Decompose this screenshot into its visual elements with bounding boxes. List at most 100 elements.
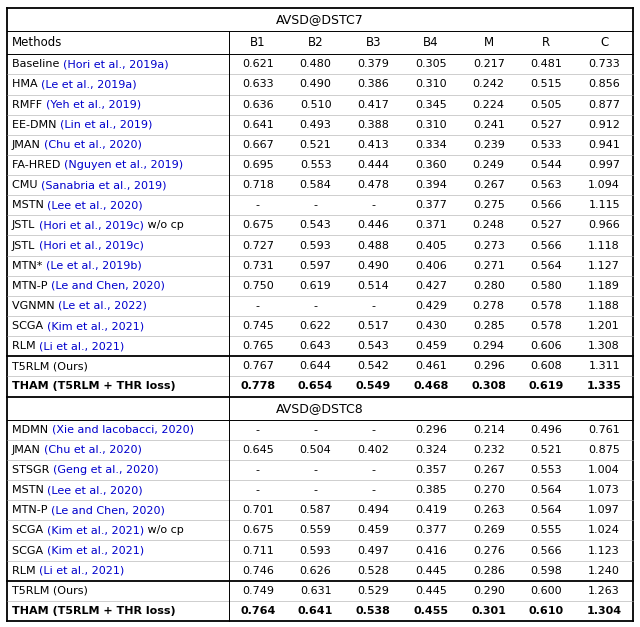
Text: 0.555: 0.555 (531, 525, 563, 535)
Text: 0.941: 0.941 (588, 140, 620, 150)
Text: -: - (256, 485, 260, 495)
Text: 0.633: 0.633 (242, 80, 274, 90)
Text: 0.564: 0.564 (531, 485, 563, 495)
Text: 0.481: 0.481 (531, 60, 563, 70)
Text: MSTN: MSTN (12, 200, 47, 210)
Text: 0.641: 0.641 (242, 120, 274, 130)
Text: THAM (T5RLM + THR loss): THAM (T5RLM + THR loss) (12, 606, 175, 616)
Text: (Lee et al., 2020): (Lee et al., 2020) (47, 485, 143, 495)
Text: 0.310: 0.310 (415, 120, 447, 130)
Text: 0.521: 0.521 (531, 445, 563, 455)
Text: B2: B2 (308, 36, 323, 50)
Text: 0.746: 0.746 (242, 566, 274, 576)
Text: 1.304: 1.304 (587, 606, 621, 616)
Text: 1.094: 1.094 (588, 180, 620, 190)
Text: 0.597: 0.597 (300, 261, 332, 271)
Text: 1.097: 1.097 (588, 505, 620, 515)
Text: 0.695: 0.695 (242, 160, 274, 170)
Text: (Geng et al., 2020): (Geng et al., 2020) (53, 465, 159, 475)
Text: 0.533: 0.533 (531, 140, 563, 150)
Text: T5RLM (Ours): T5RLM (Ours) (12, 361, 88, 371)
Text: 0.468: 0.468 (413, 381, 449, 391)
Text: 0.521: 0.521 (300, 140, 332, 150)
Text: 0.997: 0.997 (588, 160, 620, 170)
Text: JSTL: JSTL (12, 221, 39, 230)
Text: 1.263: 1.263 (588, 586, 620, 596)
Text: 0.608: 0.608 (531, 361, 563, 371)
Text: 0.459: 0.459 (415, 341, 447, 351)
Text: (Chu et al., 2020): (Chu et al., 2020) (44, 445, 142, 455)
Text: 1.188: 1.188 (588, 301, 620, 311)
Text: 0.600: 0.600 (531, 586, 563, 596)
Text: 0.527: 0.527 (531, 221, 563, 230)
Text: 0.490: 0.490 (300, 80, 332, 90)
Text: MTN*: MTN* (12, 261, 46, 271)
Text: (Le and Chen, 2020): (Le and Chen, 2020) (51, 281, 165, 291)
Text: 1.240: 1.240 (588, 566, 620, 576)
Text: 0.490: 0.490 (357, 261, 389, 271)
Text: 0.515: 0.515 (531, 80, 563, 90)
Text: 0.856: 0.856 (588, 80, 620, 90)
Text: 0.584: 0.584 (300, 180, 332, 190)
Text: 0.598: 0.598 (531, 566, 563, 576)
Text: EE-DMN: EE-DMN (12, 120, 60, 130)
Text: 0.711: 0.711 (242, 545, 274, 556)
Text: (Lin et al., 2019): (Lin et al., 2019) (60, 120, 152, 130)
Text: 0.701: 0.701 (242, 505, 274, 515)
Text: 0.280: 0.280 (473, 281, 505, 291)
Text: 0.413: 0.413 (357, 140, 389, 150)
Text: 1.189: 1.189 (588, 281, 620, 291)
Text: 0.527: 0.527 (531, 120, 563, 130)
Text: 0.334: 0.334 (415, 140, 447, 150)
Text: 0.718: 0.718 (242, 180, 274, 190)
Text: 0.379: 0.379 (357, 60, 389, 70)
Text: 0.538: 0.538 (356, 606, 391, 616)
Text: 0.217: 0.217 (473, 60, 505, 70)
Text: -: - (314, 465, 317, 475)
Text: 0.270: 0.270 (473, 485, 505, 495)
Text: 0.459: 0.459 (357, 525, 389, 535)
Text: 0.553: 0.553 (531, 465, 563, 475)
Text: JSTL: JSTL (12, 241, 39, 251)
Text: 0.767: 0.767 (242, 361, 274, 371)
Text: 0.446: 0.446 (357, 221, 389, 230)
Text: 0.626: 0.626 (300, 566, 332, 576)
Text: 0.505: 0.505 (531, 100, 563, 110)
Text: 0.294: 0.294 (473, 341, 505, 351)
Text: 1.335: 1.335 (587, 381, 621, 391)
Text: (Kim et al., 2021): (Kim et al., 2021) (47, 545, 144, 556)
Text: (Nguyen et al., 2019): (Nguyen et al., 2019) (64, 160, 183, 170)
Text: 0.360: 0.360 (415, 160, 447, 170)
Text: 0.242: 0.242 (473, 80, 505, 90)
Text: SCGA: SCGA (12, 321, 47, 331)
Text: 0.493: 0.493 (300, 120, 332, 130)
Text: 0.275: 0.275 (473, 200, 505, 210)
Text: 0.429: 0.429 (415, 301, 447, 311)
Text: R: R (542, 36, 550, 50)
Text: 0.564: 0.564 (531, 261, 563, 271)
Text: 0.417: 0.417 (357, 100, 389, 110)
Text: 0.675: 0.675 (242, 525, 274, 535)
Text: 0.241: 0.241 (473, 120, 505, 130)
Text: MDMN: MDMN (12, 424, 52, 435)
Text: 0.543: 0.543 (300, 221, 332, 230)
Text: 0.263: 0.263 (473, 505, 504, 515)
Text: 0.566: 0.566 (531, 200, 563, 210)
Text: B1: B1 (250, 36, 266, 50)
Text: 0.606: 0.606 (531, 341, 563, 351)
Text: Baseline: Baseline (12, 60, 63, 70)
Text: 0.271: 0.271 (473, 261, 505, 271)
Text: 0.644: 0.644 (300, 361, 332, 371)
Text: 0.357: 0.357 (415, 465, 447, 475)
Text: 0.622: 0.622 (300, 321, 332, 331)
Text: 0.761: 0.761 (588, 424, 620, 435)
Text: (Hori et al., 2019c): (Hori et al., 2019c) (39, 241, 144, 251)
Text: 0.301: 0.301 (471, 606, 506, 616)
Text: 0.549: 0.549 (356, 381, 391, 391)
Text: 0.578: 0.578 (531, 321, 563, 331)
Text: 0.643: 0.643 (300, 341, 332, 351)
Text: 0.377: 0.377 (415, 525, 447, 535)
Text: (Xie and Iacobacci, 2020): (Xie and Iacobacci, 2020) (52, 424, 194, 435)
Text: 1.127: 1.127 (588, 261, 620, 271)
Text: 0.619: 0.619 (529, 381, 564, 391)
